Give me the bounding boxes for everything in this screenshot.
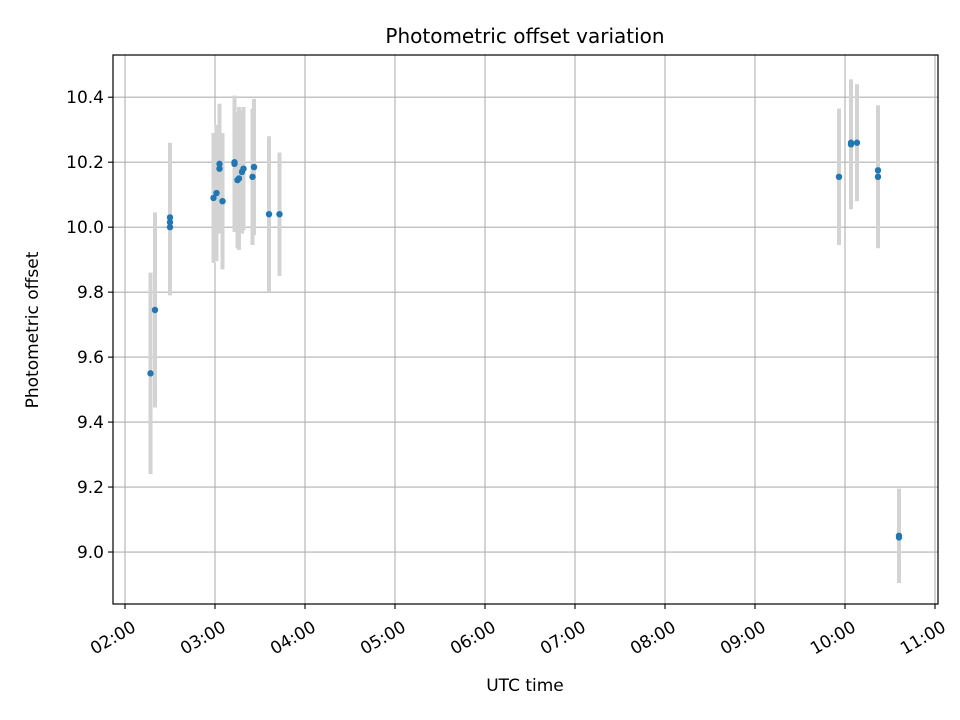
data-points bbox=[147, 139, 903, 541]
data-point bbox=[276, 210, 283, 218]
data-point bbox=[219, 197, 226, 205]
y-tick-label: 9.0 bbox=[77, 543, 104, 563]
data-point bbox=[240, 165, 247, 172]
y-tick-label: 9.8 bbox=[77, 283, 104, 303]
data-point bbox=[249, 173, 256, 181]
x-tick-label: 07:00 bbox=[537, 617, 589, 659]
data-point bbox=[216, 165, 223, 172]
data-point bbox=[147, 370, 154, 377]
y-tick-label: 9.6 bbox=[77, 348, 104, 368]
plot-frame bbox=[112, 54, 939, 605]
data-point bbox=[874, 167, 882, 174]
data-point bbox=[250, 163, 258, 171]
data-point bbox=[166, 223, 174, 231]
data-point bbox=[895, 534, 903, 541]
y-axis-label: Photometric offset bbox=[23, 251, 43, 408]
y-tick-label: 9.4 bbox=[77, 413, 104, 433]
x-tick-label: 09:00 bbox=[717, 617, 769, 659]
data-point bbox=[835, 173, 843, 181]
data-point bbox=[231, 159, 238, 166]
data-point bbox=[853, 139, 861, 146]
x-tick-label: 05:00 bbox=[357, 617, 409, 659]
x-tick-label: 08:00 bbox=[627, 617, 679, 659]
chart-title: Photometric offset variation bbox=[385, 24, 664, 48]
data-point bbox=[213, 189, 220, 197]
y-tick-label: 10.2 bbox=[66, 153, 104, 173]
data-point bbox=[874, 173, 882, 181]
data-point bbox=[235, 175, 243, 182]
x-tick-label: 04:00 bbox=[267, 617, 319, 659]
x-tick-label: 03:00 bbox=[177, 617, 229, 659]
data-point bbox=[166, 214, 174, 221]
x-tick-label: 11:00 bbox=[897, 617, 949, 659]
x-tick-label: 02:00 bbox=[87, 617, 139, 659]
data-point bbox=[166, 219, 174, 226]
x-axis-ticks: 02:00 03:00 04:00 05:00 06:00 07:00 08:00 09:00… bbox=[87, 604, 950, 659]
data-point bbox=[265, 210, 273, 218]
x-axis-label: UTC time bbox=[486, 676, 564, 696]
y-tick-label: 9.2 bbox=[77, 478, 104, 498]
data-point bbox=[151, 306, 159, 314]
data-point bbox=[210, 194, 217, 202]
y-tick-label: 10.4 bbox=[66, 88, 104, 108]
data-point bbox=[216, 160, 223, 168]
data-point bbox=[847, 139, 855, 146]
y-tick-label: 10.0 bbox=[66, 218, 104, 238]
y-axis-ticks: 9.0 9.2 9.4 9.6 9.8 10.0 10.2 10.4 bbox=[66, 88, 113, 563]
x-tick-label: 10:00 bbox=[807, 617, 859, 659]
x-tick-label: 06:00 bbox=[447, 617, 499, 659]
